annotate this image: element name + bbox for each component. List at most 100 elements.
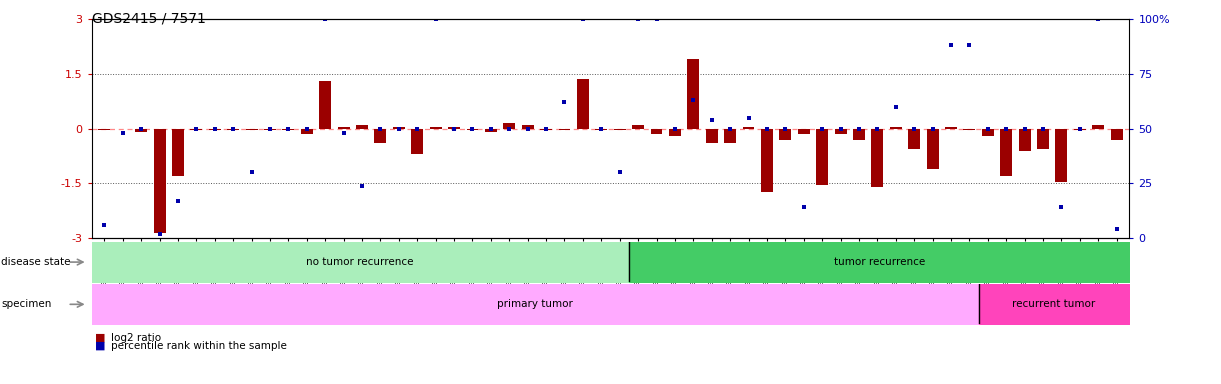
Bar — [706, 129, 718, 143]
Bar — [945, 127, 957, 129]
Point — [830, 126, 850, 132]
Point — [371, 126, 391, 132]
Point — [444, 126, 464, 132]
Bar — [632, 125, 645, 129]
Bar — [1000, 129, 1012, 176]
Bar — [357, 125, 368, 129]
Point — [849, 126, 868, 132]
Point — [187, 126, 206, 132]
Point — [720, 126, 740, 132]
Bar — [521, 125, 534, 129]
Point — [150, 231, 170, 237]
Point — [168, 198, 188, 204]
Bar — [99, 129, 110, 131]
Bar — [761, 129, 773, 192]
Point — [95, 222, 115, 228]
Point — [905, 126, 924, 132]
Bar — [890, 127, 901, 129]
Bar — [338, 127, 349, 129]
Bar — [779, 129, 791, 140]
Bar — [154, 129, 166, 233]
Bar — [816, 129, 828, 185]
Text: specimen: specimen — [1, 299, 51, 310]
Point — [315, 16, 335, 22]
Point — [499, 126, 519, 132]
Bar — [375, 129, 387, 143]
Point — [554, 99, 574, 106]
Point — [775, 126, 795, 132]
Point — [132, 126, 151, 132]
Bar — [1092, 125, 1104, 129]
Point — [978, 126, 998, 132]
Point — [739, 115, 758, 121]
Point — [1106, 226, 1126, 232]
Point — [996, 126, 1016, 132]
Bar — [908, 129, 921, 149]
Text: disease state: disease state — [1, 257, 71, 267]
Point — [353, 182, 372, 189]
Bar — [963, 129, 976, 131]
Bar — [669, 129, 681, 136]
Bar — [245, 129, 258, 131]
Bar — [797, 129, 810, 134]
Point — [868, 126, 888, 132]
Point — [1070, 126, 1089, 132]
Point — [591, 126, 610, 132]
Bar — [190, 129, 203, 131]
Point — [260, 126, 280, 132]
Bar — [742, 127, 755, 129]
Bar — [1055, 129, 1067, 182]
Bar — [1037, 129, 1049, 149]
Bar — [411, 129, 424, 154]
Bar — [651, 129, 663, 134]
Point — [278, 126, 298, 132]
Bar — [136, 129, 148, 132]
Bar — [558, 129, 570, 131]
Point — [960, 42, 979, 48]
Point — [463, 126, 482, 132]
Text: no tumor recurrence: no tumor recurrence — [306, 257, 414, 267]
Text: ■: ■ — [95, 341, 106, 351]
Point — [647, 16, 667, 22]
Bar — [596, 129, 607, 131]
Point — [684, 97, 703, 103]
Point — [923, 126, 943, 132]
Point — [114, 130, 133, 136]
Point — [389, 126, 409, 132]
Point — [408, 126, 427, 132]
Point — [481, 126, 501, 132]
Bar — [576, 79, 589, 129]
Point — [205, 126, 225, 132]
Text: primary tumor: primary tumor — [497, 299, 573, 310]
Bar — [300, 129, 313, 134]
Bar — [927, 129, 939, 169]
Text: log2 ratio: log2 ratio — [111, 333, 161, 343]
Point — [812, 126, 832, 132]
Bar — [1073, 129, 1085, 131]
Bar — [540, 129, 552, 131]
Bar — [227, 129, 239, 131]
Text: percentile rank within the sample: percentile rank within the sample — [111, 341, 287, 351]
Bar — [872, 129, 883, 187]
Bar — [172, 129, 184, 176]
Bar — [1111, 129, 1122, 140]
Point — [1088, 16, 1107, 22]
Bar — [209, 129, 221, 131]
Point — [610, 169, 630, 175]
Point — [702, 117, 722, 123]
Bar — [853, 129, 864, 140]
Bar — [264, 129, 276, 131]
Point — [1051, 204, 1071, 210]
Point — [242, 169, 261, 175]
Point — [629, 16, 648, 22]
Bar — [393, 127, 405, 129]
Bar — [614, 129, 625, 131]
Point — [1015, 126, 1034, 132]
Point — [886, 104, 906, 110]
Text: tumor recurrence: tumor recurrence — [834, 257, 924, 267]
Point — [518, 126, 537, 132]
Point — [1033, 126, 1053, 132]
Text: GDS2415 / 7571: GDS2415 / 7571 — [92, 12, 205, 25]
Point — [297, 126, 316, 132]
Point — [333, 130, 353, 136]
